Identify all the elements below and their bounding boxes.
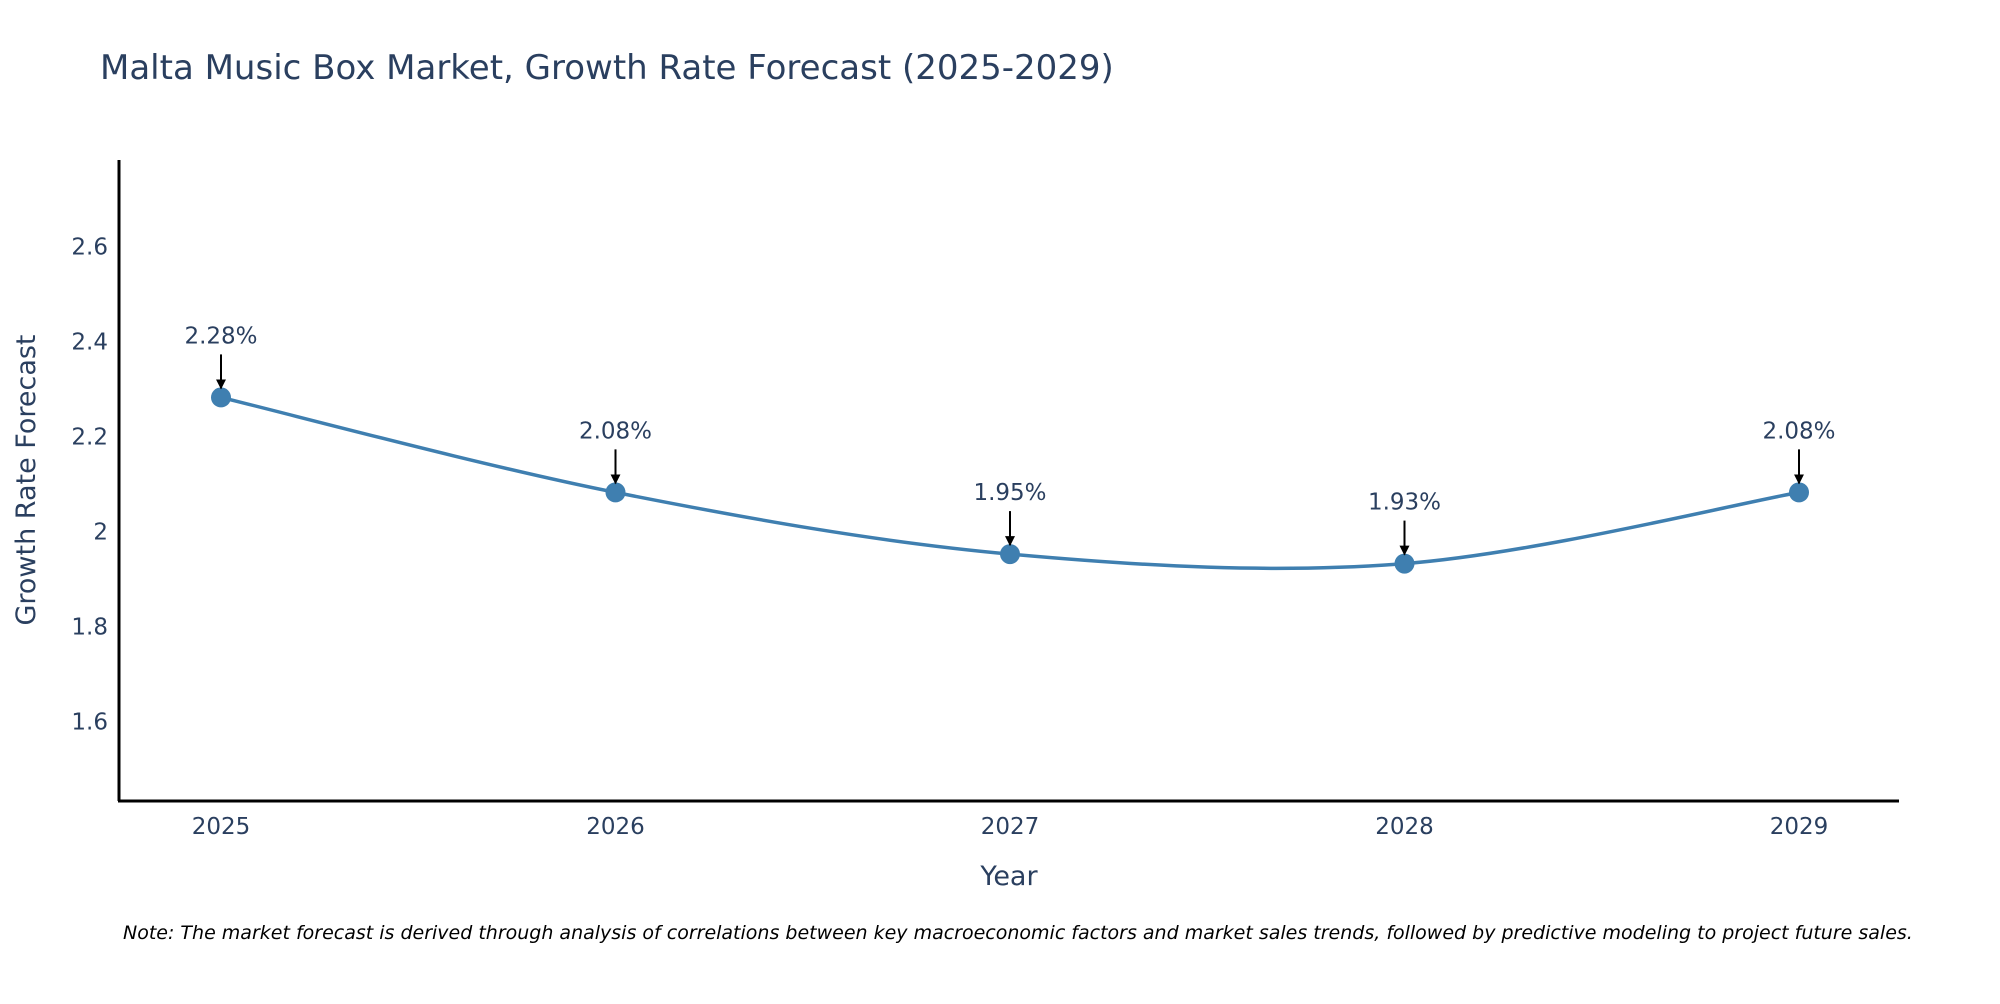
footnote: Note: The market forecast is derived thr… xyxy=(123,922,1913,944)
chart-title: Malta Music Box Market, Growth Rate Fore… xyxy=(100,48,1114,88)
data-annotations: 2.28% 2.08% 1.95% 1.93% 2.08% xyxy=(184,323,1836,556)
data-label: 1.93% xyxy=(1368,490,1441,516)
y-tick-label: 2 xyxy=(93,519,108,545)
data-point xyxy=(1394,553,1415,574)
data-label: 2.28% xyxy=(184,323,257,349)
x-tick-label: 2026 xyxy=(586,814,645,840)
y-axis-title: Growth Rate Forecast xyxy=(11,334,42,625)
x-tick-label: 2028 xyxy=(1375,814,1434,840)
data-points xyxy=(211,387,1809,574)
x-tick-label: 2029 xyxy=(1770,814,1829,840)
data-point xyxy=(211,387,231,408)
y-axis-ticks: 1.6 1.8 2 2.2 2.4 2.6 xyxy=(71,234,108,735)
y-tick-label: 2.2 xyxy=(71,424,108,450)
y-tick-label: 1.8 xyxy=(71,614,108,640)
x-axis-title: Year xyxy=(979,861,1038,892)
x-tick-label: 2025 xyxy=(192,814,251,840)
y-tick-label: 1.6 xyxy=(71,709,108,735)
data-label: 2.08% xyxy=(1762,418,1835,444)
y-tick-label: 2.6 xyxy=(71,234,108,260)
x-axis-ticks: 2025 2026 2027 2028 2029 xyxy=(192,814,1829,840)
data-point xyxy=(1000,544,1020,565)
data-point xyxy=(605,482,626,503)
data-label: 1.95% xyxy=(973,480,1046,506)
data-label: 2.08% xyxy=(579,418,652,444)
y-tick-label: 2.4 xyxy=(71,329,108,355)
data-point xyxy=(1789,482,1809,503)
x-tick-label: 2027 xyxy=(981,814,1040,840)
